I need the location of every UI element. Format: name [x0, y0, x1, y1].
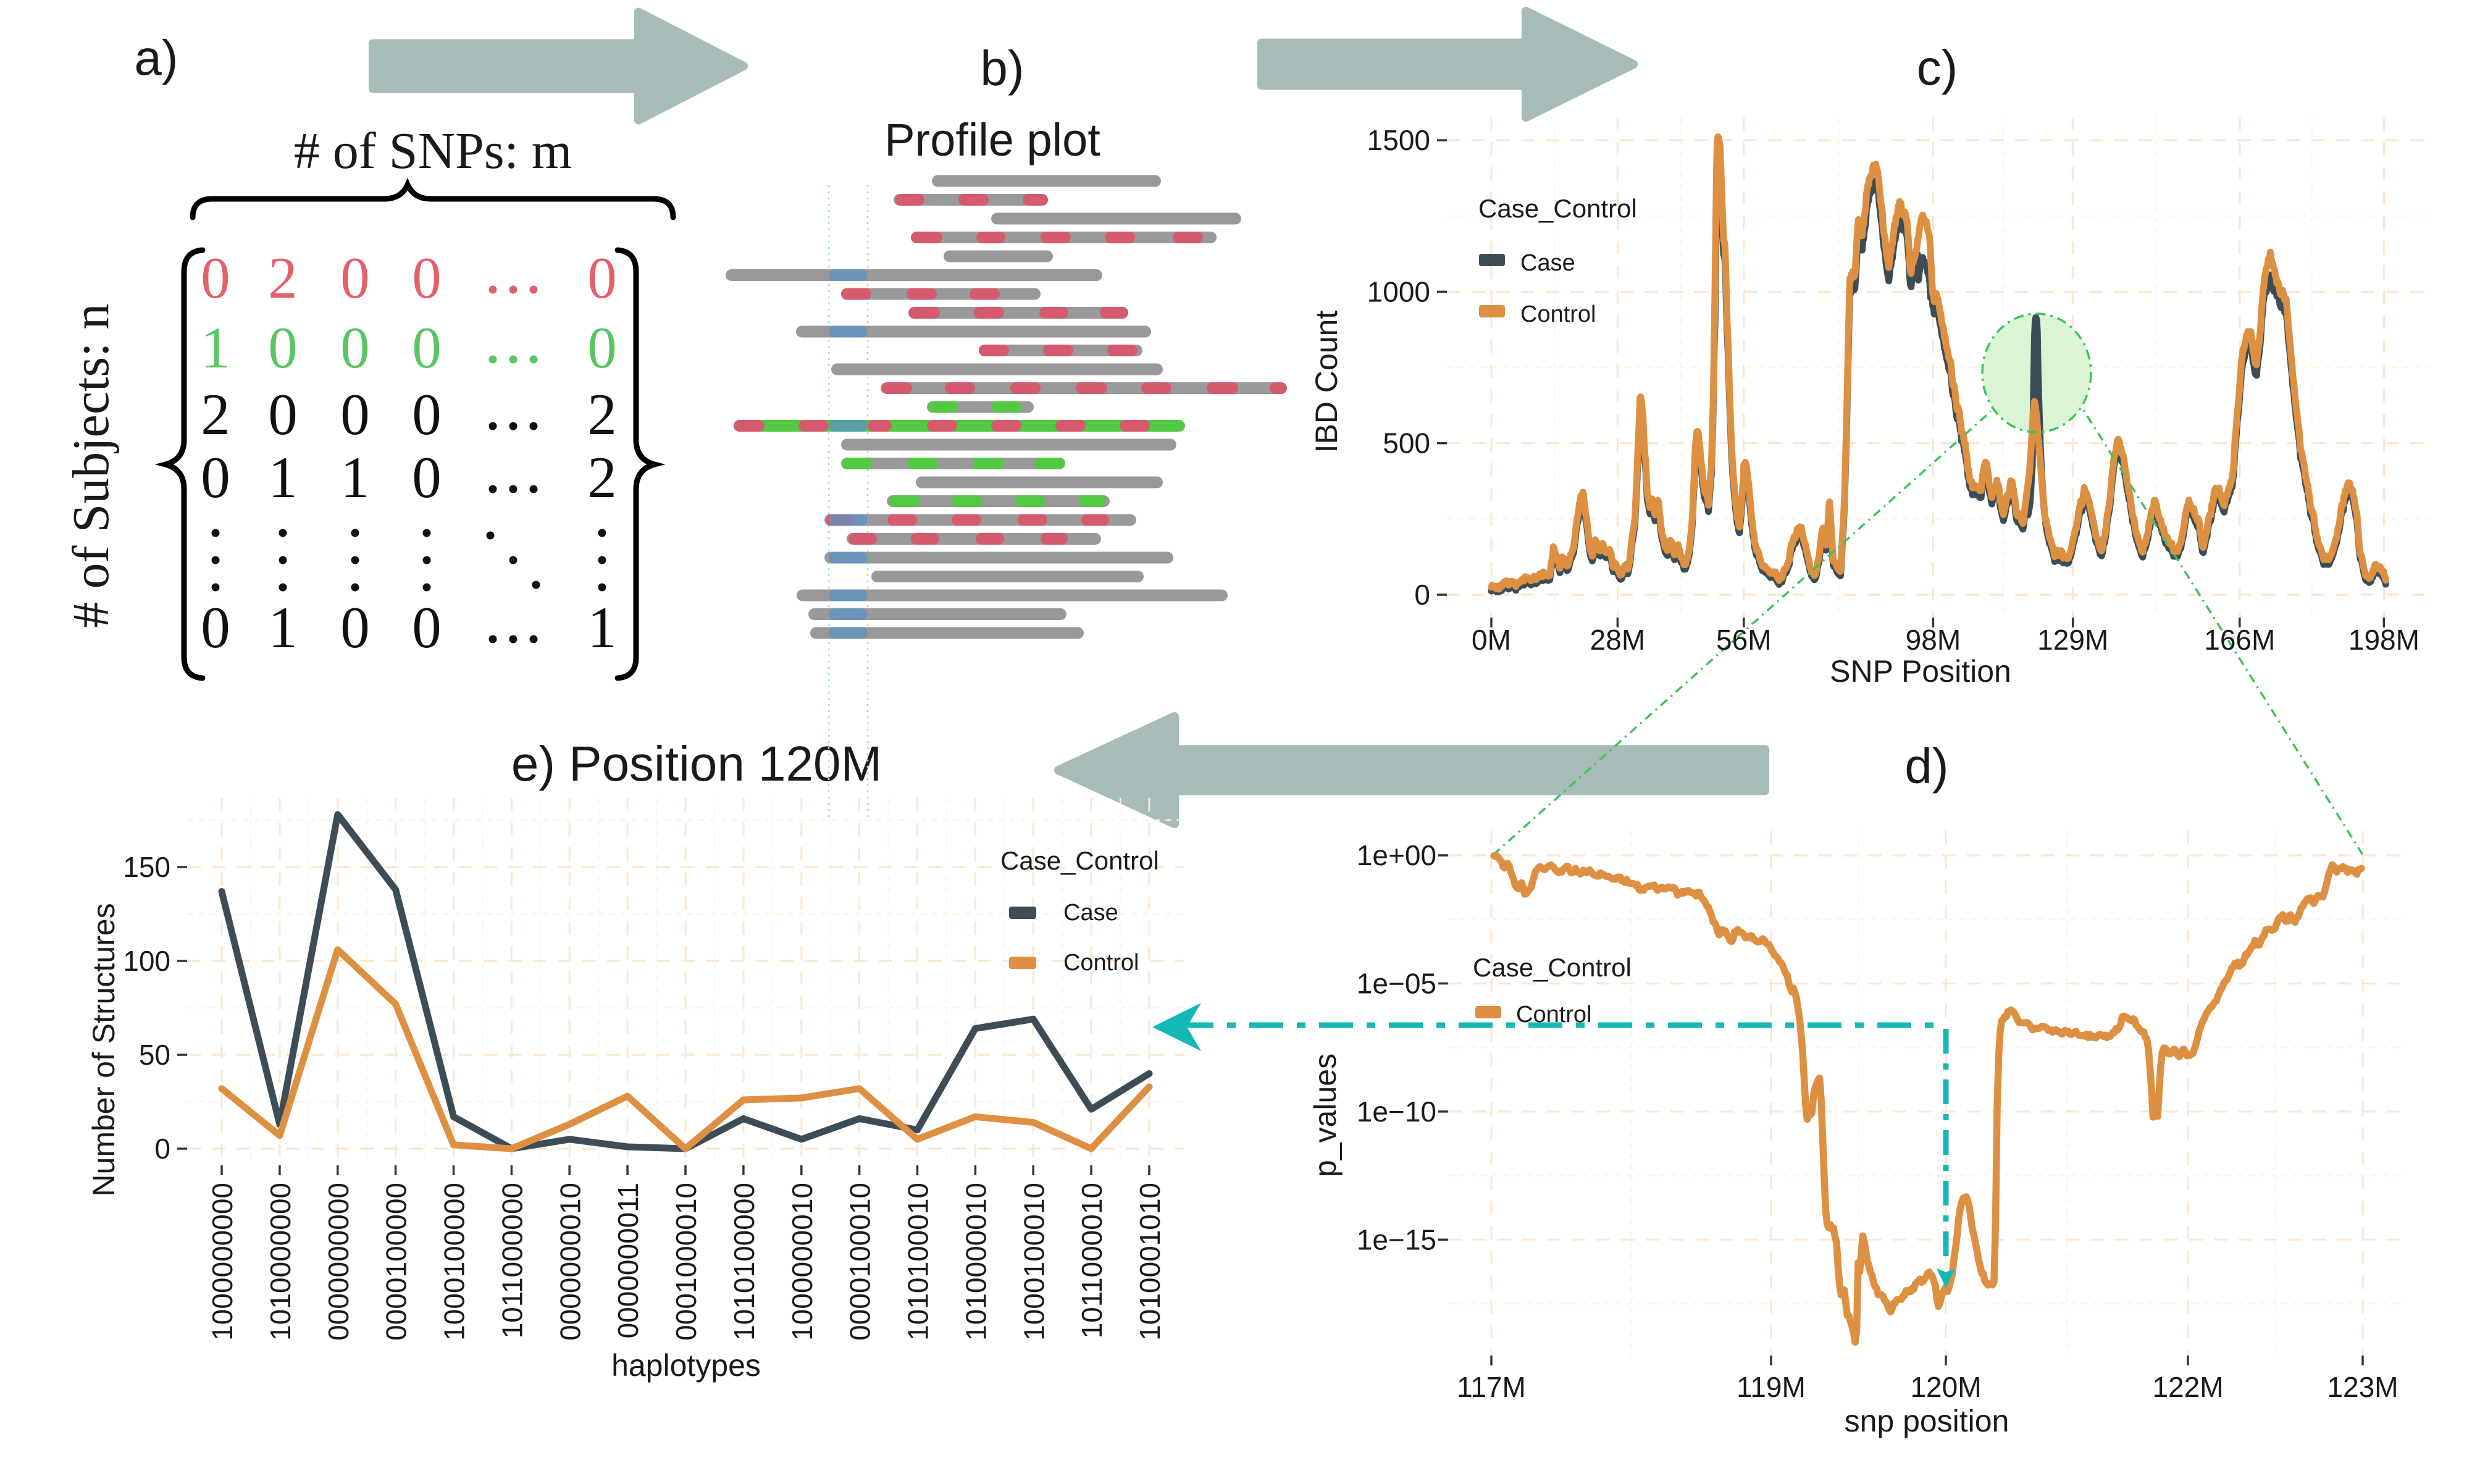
svg-text:0: 0 — [412, 382, 442, 447]
svg-text:0: 0 — [340, 595, 370, 660]
svg-text:Case_Control: Case_Control — [1000, 846, 1159, 875]
svg-text:0: 0 — [154, 1133, 170, 1165]
svg-text:2: 2 — [268, 245, 298, 311]
svg-text:1011000000: 1011000000 — [496, 1183, 528, 1338]
svg-text:1e−15: 1e−15 — [1357, 1223, 1436, 1256]
svg-text:0001000010: 0001000010 — [670, 1183, 702, 1341]
svg-text:0: 0 — [340, 245, 370, 311]
svg-text:119M: 119M — [1737, 1371, 1806, 1403]
svg-text:0000000010: 0000000010 — [554, 1183, 586, 1341]
svg-text:1: 1 — [587, 595, 617, 660]
svg-text:haplotypes: haplotypes — [611, 1348, 761, 1383]
svg-text:1: 1 — [268, 445, 298, 510]
svg-text:b): b) — [980, 41, 1024, 96]
svg-text:0000000011: 0000000011 — [612, 1183, 644, 1338]
svg-text:0: 0 — [201, 595, 230, 660]
svg-text:0: 0 — [340, 382, 370, 447]
svg-text:1010100000: 1010100000 — [728, 1183, 760, 1341]
svg-text:0: 0 — [268, 382, 298, 447]
svg-text:Profile plot: Profile plot — [884, 114, 1100, 166]
svg-text:50: 50 — [139, 1039, 170, 1071]
svg-text:0: 0 — [587, 315, 617, 380]
svg-text:d): d) — [1904, 739, 1948, 794]
svg-text:0: 0 — [1414, 579, 1430, 611]
svg-text:1e−10: 1e−10 — [1357, 1096, 1436, 1128]
svg-text:1010000010: 1010000010 — [960, 1183, 992, 1341]
svg-text:Case: Case — [1063, 900, 1118, 926]
svg-text:1: 1 — [268, 595, 298, 660]
svg-text:SNP Position: SNP Position — [1830, 654, 2011, 689]
svg-text:1010001010: 1010001010 — [1134, 1183, 1166, 1341]
svg-text:1500: 1500 — [1367, 124, 1430, 156]
svg-text:0000000000: 0000000000 — [322, 1183, 354, 1341]
svg-text:Number of Structures: Number of Structures — [86, 903, 121, 1196]
svg-text:Case: Case — [1520, 250, 1575, 276]
svg-text:123M: 123M — [2327, 1371, 2398, 1403]
svg-text:Control: Control — [1520, 301, 1596, 327]
svg-text:2: 2 — [201, 382, 230, 447]
svg-text:Control: Control — [1063, 950, 1139, 976]
svg-text:100: 100 — [123, 945, 170, 977]
svg-text:1000000000: 1000000000 — [206, 1183, 238, 1341]
svg-text:98M: 98M — [1906, 624, 1961, 656]
svg-text:1000000010: 1000000010 — [786, 1183, 818, 1341]
svg-text:Case_Control: Case_Control — [1478, 194, 1637, 223]
svg-text:0000100000: 0000100000 — [380, 1183, 413, 1341]
svg-text:56M: 56M — [1716, 624, 1771, 656]
svg-text:0: 0 — [587, 245, 617, 311]
svg-text:0: 0 — [340, 315, 370, 380]
svg-text:0: 0 — [412, 595, 442, 660]
svg-text:1011000010: 1011000010 — [1076, 1183, 1108, 1338]
svg-text:1e+00: 1e+00 — [1357, 839, 1436, 871]
svg-text:1000100010: 1000100010 — [1018, 1183, 1050, 1341]
svg-text:150: 150 — [123, 851, 170, 883]
svg-text:Case_Control: Case_Control — [1473, 953, 1632, 982]
svg-text:0: 0 — [412, 315, 442, 380]
svg-text:0: 0 — [412, 245, 442, 311]
svg-text:0: 0 — [201, 445, 230, 510]
svg-text:129M: 129M — [2037, 624, 2108, 656]
svg-text:2: 2 — [587, 382, 617, 447]
svg-text:198M: 198M — [2348, 624, 2420, 656]
svg-text:1: 1 — [340, 445, 370, 510]
svg-text:snp position: snp position — [1845, 1404, 2009, 1438]
svg-text:a): a) — [134, 30, 178, 85]
svg-text:c): c) — [1917, 40, 1958, 95]
svg-text:IBD Count: IBD Count — [1309, 311, 1344, 453]
svg-text:e) Position 120M: e) Position 120M — [511, 736, 882, 791]
svg-text:1010000000: 1010000000 — [264, 1183, 296, 1341]
svg-text:# of SNPs: m: # of SNPs: m — [294, 122, 572, 180]
svg-text:1000: 1000 — [1367, 275, 1430, 308]
svg-text:117M: 117M — [1457, 1371, 1526, 1403]
svg-text:1010100010: 1010100010 — [902, 1183, 934, 1341]
svg-text:166M: 166M — [2204, 624, 2275, 656]
svg-text:0: 0 — [412, 445, 442, 510]
svg-text:1: 1 — [201, 315, 230, 380]
svg-text:122M: 122M — [2152, 1371, 2223, 1403]
svg-text:0: 0 — [201, 245, 230, 311]
svg-text:0: 0 — [268, 315, 298, 380]
svg-text:1000100000: 1000100000 — [438, 1183, 471, 1341]
svg-text:2: 2 — [587, 445, 617, 510]
svg-text:120M: 120M — [1910, 1371, 1981, 1403]
svg-text:# of Subjects: n: # of Subjects: n — [62, 304, 120, 628]
svg-text:1e−05: 1e−05 — [1357, 967, 1436, 999]
svg-text:0000100010: 0000100010 — [844, 1183, 876, 1341]
svg-text:500: 500 — [1383, 427, 1430, 459]
svg-text:p_values: p_values — [1308, 1054, 1343, 1177]
svg-text:0M: 0M — [1472, 624, 1511, 656]
svg-text:28M: 28M — [1590, 624, 1645, 656]
